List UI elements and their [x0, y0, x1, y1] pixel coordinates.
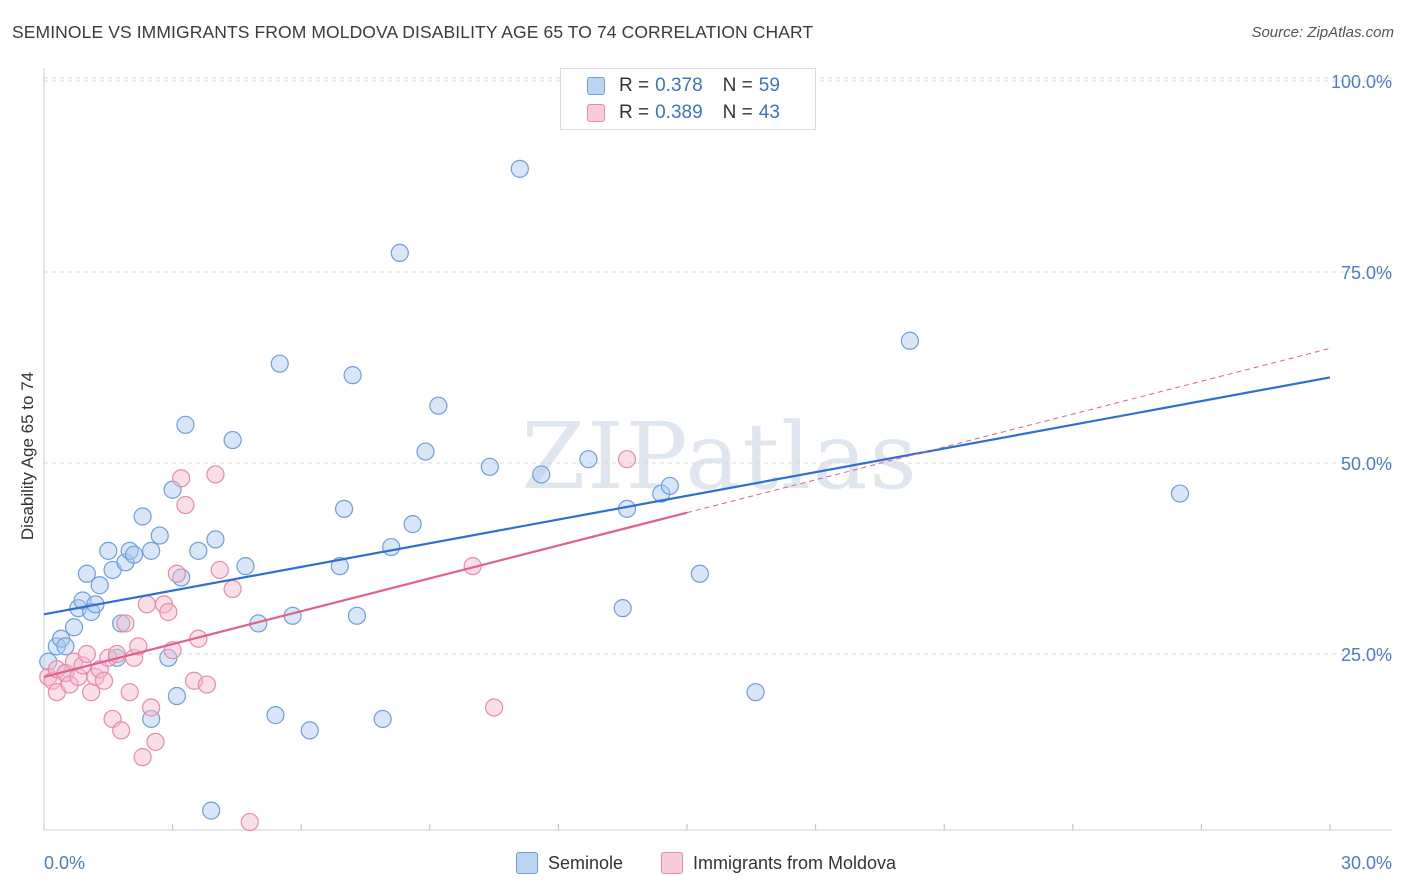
y-tick-label: 100.0% [1331, 72, 1392, 92]
seminole-point [613, 599, 632, 618]
seminole-point [382, 537, 401, 557]
seminole-point [532, 465, 551, 484]
seminole-point [690, 564, 709, 583]
seminole-swatch [516, 852, 538, 874]
legend-row-seminole: R = 0.378 N = 59 [587, 74, 780, 98]
seminole-point [176, 415, 195, 434]
series-legend: Seminole Immigrants from Moldova [0, 852, 1406, 878]
moldova-point [197, 675, 216, 694]
chart-title: SEMINOLE VS IMMIGRANTS FROM MOLDOVA DISA… [12, 22, 814, 42]
moldova-point [617, 450, 637, 469]
seminole-point [236, 557, 255, 576]
seminole-swatch [587, 77, 605, 95]
moldova-point [176, 495, 195, 515]
n-value: 59 [758, 75, 780, 96]
seminole-point [150, 526, 169, 545]
r-value: 0.389 [655, 102, 703, 123]
moldova-point [485, 698, 504, 717]
r-label: R = [619, 102, 650, 123]
n-value: 43 [758, 102, 780, 123]
moldova-point [167, 564, 186, 583]
moldova-point [142, 698, 161, 717]
seminole-point [347, 606, 367, 625]
seminole-point [90, 576, 109, 595]
moldova-point [120, 683, 139, 702]
legend-row-moldova: R = 0.389 N = 43 [587, 101, 780, 125]
correlation-legend: R = 0.378 N = 59 R = 0.389 N = 43 [560, 68, 816, 130]
moldova-trend-line-extension [686, 347, 1331, 514]
seminole-point [900, 331, 920, 350]
seminole-point [142, 541, 161, 560]
moldova-point [94, 671, 114, 690]
seminole-point [223, 430, 242, 450]
moldova-point [112, 721, 131, 740]
seminole-point [202, 801, 221, 820]
moldova-point [210, 560, 229, 580]
moldova-point [172, 469, 191, 488]
legend-label: Immigrants from Moldova [693, 852, 897, 873]
seminole-point [416, 442, 435, 461]
moldova-point [146, 732, 165, 751]
moldova-point [206, 465, 225, 484]
watermark: ZIPatlas [521, 403, 918, 510]
seminole-point [56, 637, 75, 656]
seminole-point [300, 721, 319, 740]
seminole-point [64, 618, 84, 637]
seminole-point [266, 706, 285, 725]
x-tick-label: 30.0% [1341, 853, 1392, 873]
seminole-point [1170, 484, 1190, 503]
y-tick-label: 50.0% [1341, 454, 1392, 474]
seminole-point [510, 159, 529, 178]
r-label: R = [619, 75, 650, 96]
seminole-point [390, 243, 409, 262]
seminole-point [270, 354, 289, 373]
legend-label: Seminole [548, 852, 624, 873]
moldova-point [159, 602, 178, 622]
moldova-point [133, 748, 152, 767]
seminole-point [660, 476, 679, 496]
n-label: N = [722, 102, 753, 123]
moldova-swatch [661, 852, 683, 874]
legend-item-moldova[interactable]: Immigrants from Moldova [661, 852, 896, 874]
y-tick-label: 25.0% [1341, 645, 1392, 665]
source-label: Source: ZipAtlas.com [1251, 24, 1394, 41]
seminole-point [579, 450, 598, 469]
seminole-point [206, 530, 225, 549]
seminole-point [189, 541, 208, 560]
moldova-swatch [587, 104, 605, 122]
seminole-point [403, 515, 422, 534]
moldova-trend-line [43, 511, 688, 678]
moldova-point [116, 614, 135, 633]
seminole-point [124, 545, 144, 564]
n-label: N = [722, 75, 753, 96]
seminole-point [77, 564, 96, 583]
moldova-point [77, 644, 96, 664]
seminole-point [373, 709, 392, 729]
seminole-point [112, 614, 131, 633]
seminole-point [343, 366, 362, 385]
seminole-point [330, 557, 349, 576]
seminole-point [480, 457, 499, 476]
moldova-point [137, 595, 156, 614]
y-tick-label: 75.0% [1341, 263, 1392, 283]
seminole-trend-line [43, 376, 1331, 616]
seminole-point [334, 499, 354, 518]
r-value: 0.378 [655, 75, 703, 96]
x-tick-label: 0.0% [44, 853, 85, 873]
seminole-point [99, 541, 118, 560]
seminole-point [133, 507, 152, 526]
seminole-point [746, 683, 765, 702]
seminole-point [167, 686, 186, 706]
moldova-point [223, 579, 242, 599]
moldova-point [240, 812, 259, 832]
legend-item-seminole[interactable]: Seminole [516, 852, 623, 874]
seminole-point [429, 396, 448, 415]
